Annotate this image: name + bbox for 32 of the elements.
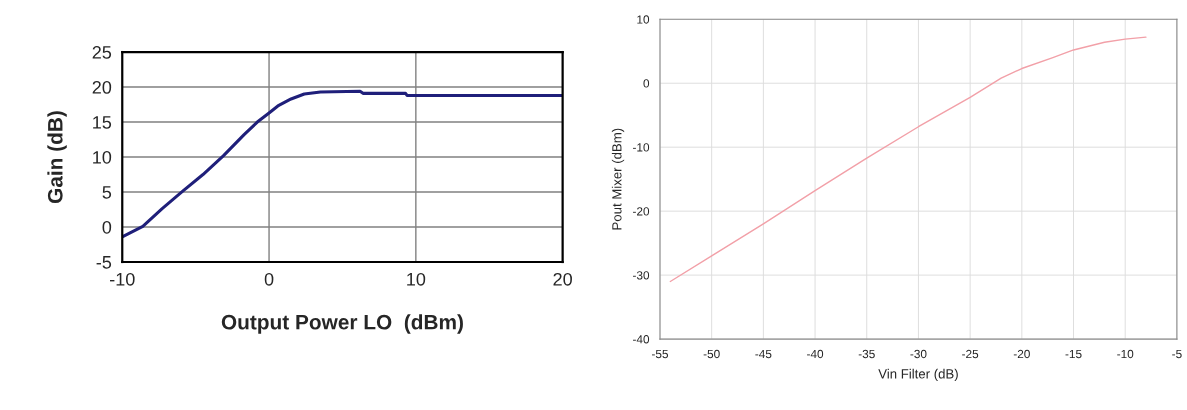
x-tick-label: -20 <box>1013 349 1030 359</box>
y-tick-label: 20 <box>92 80 112 94</box>
y-axis-title: Pout Mixer (dBm) <box>611 128 625 230</box>
y-tick-label: 15 <box>93 116 112 129</box>
x-tick-label: -30 <box>910 349 927 359</box>
x-tick-label: -45 <box>755 349 772 359</box>
line-series <box>669 36 1147 283</box>
x-tick-label: -55 <box>651 349 669 359</box>
y-tick-label: 10 <box>93 150 112 164</box>
y-tick-label: -20 <box>633 207 650 216</box>
y-tick-label: 25 <box>92 46 112 59</box>
y-tick-label: 10 <box>637 15 650 24</box>
x-tick-label: -5 <box>1172 349 1182 359</box>
line-series <box>122 89 563 239</box>
x-tick-label: 0 <box>264 272 274 286</box>
y-tick-label: 0 <box>102 220 112 234</box>
x-axis-title: Vin Filter (dB) <box>878 368 958 382</box>
x-tick-label: -40 <box>807 349 824 359</box>
x-axis-title: Output Power LO (dBm) <box>221 314 463 334</box>
y-tick-label: -10 <box>633 143 650 152</box>
x-tick-label: -10 <box>1117 349 1134 359</box>
x-tick-label: -25 <box>962 349 979 359</box>
x-tick-label: -50 <box>703 349 720 359</box>
y-tick-label: -40 <box>633 335 650 344</box>
x-tick-label: -35 <box>858 349 875 359</box>
x-tick-label: 20 <box>553 272 572 286</box>
x-tick-label: -15 <box>1065 349 1082 359</box>
y-tick-label: -5 <box>96 256 112 269</box>
y-axis-title: Gain (dB) <box>47 111 67 204</box>
x-tick-label: 10 <box>407 272 426 286</box>
y-tick-label: 0 <box>643 79 650 88</box>
y-tick-label: 5 <box>102 186 112 199</box>
